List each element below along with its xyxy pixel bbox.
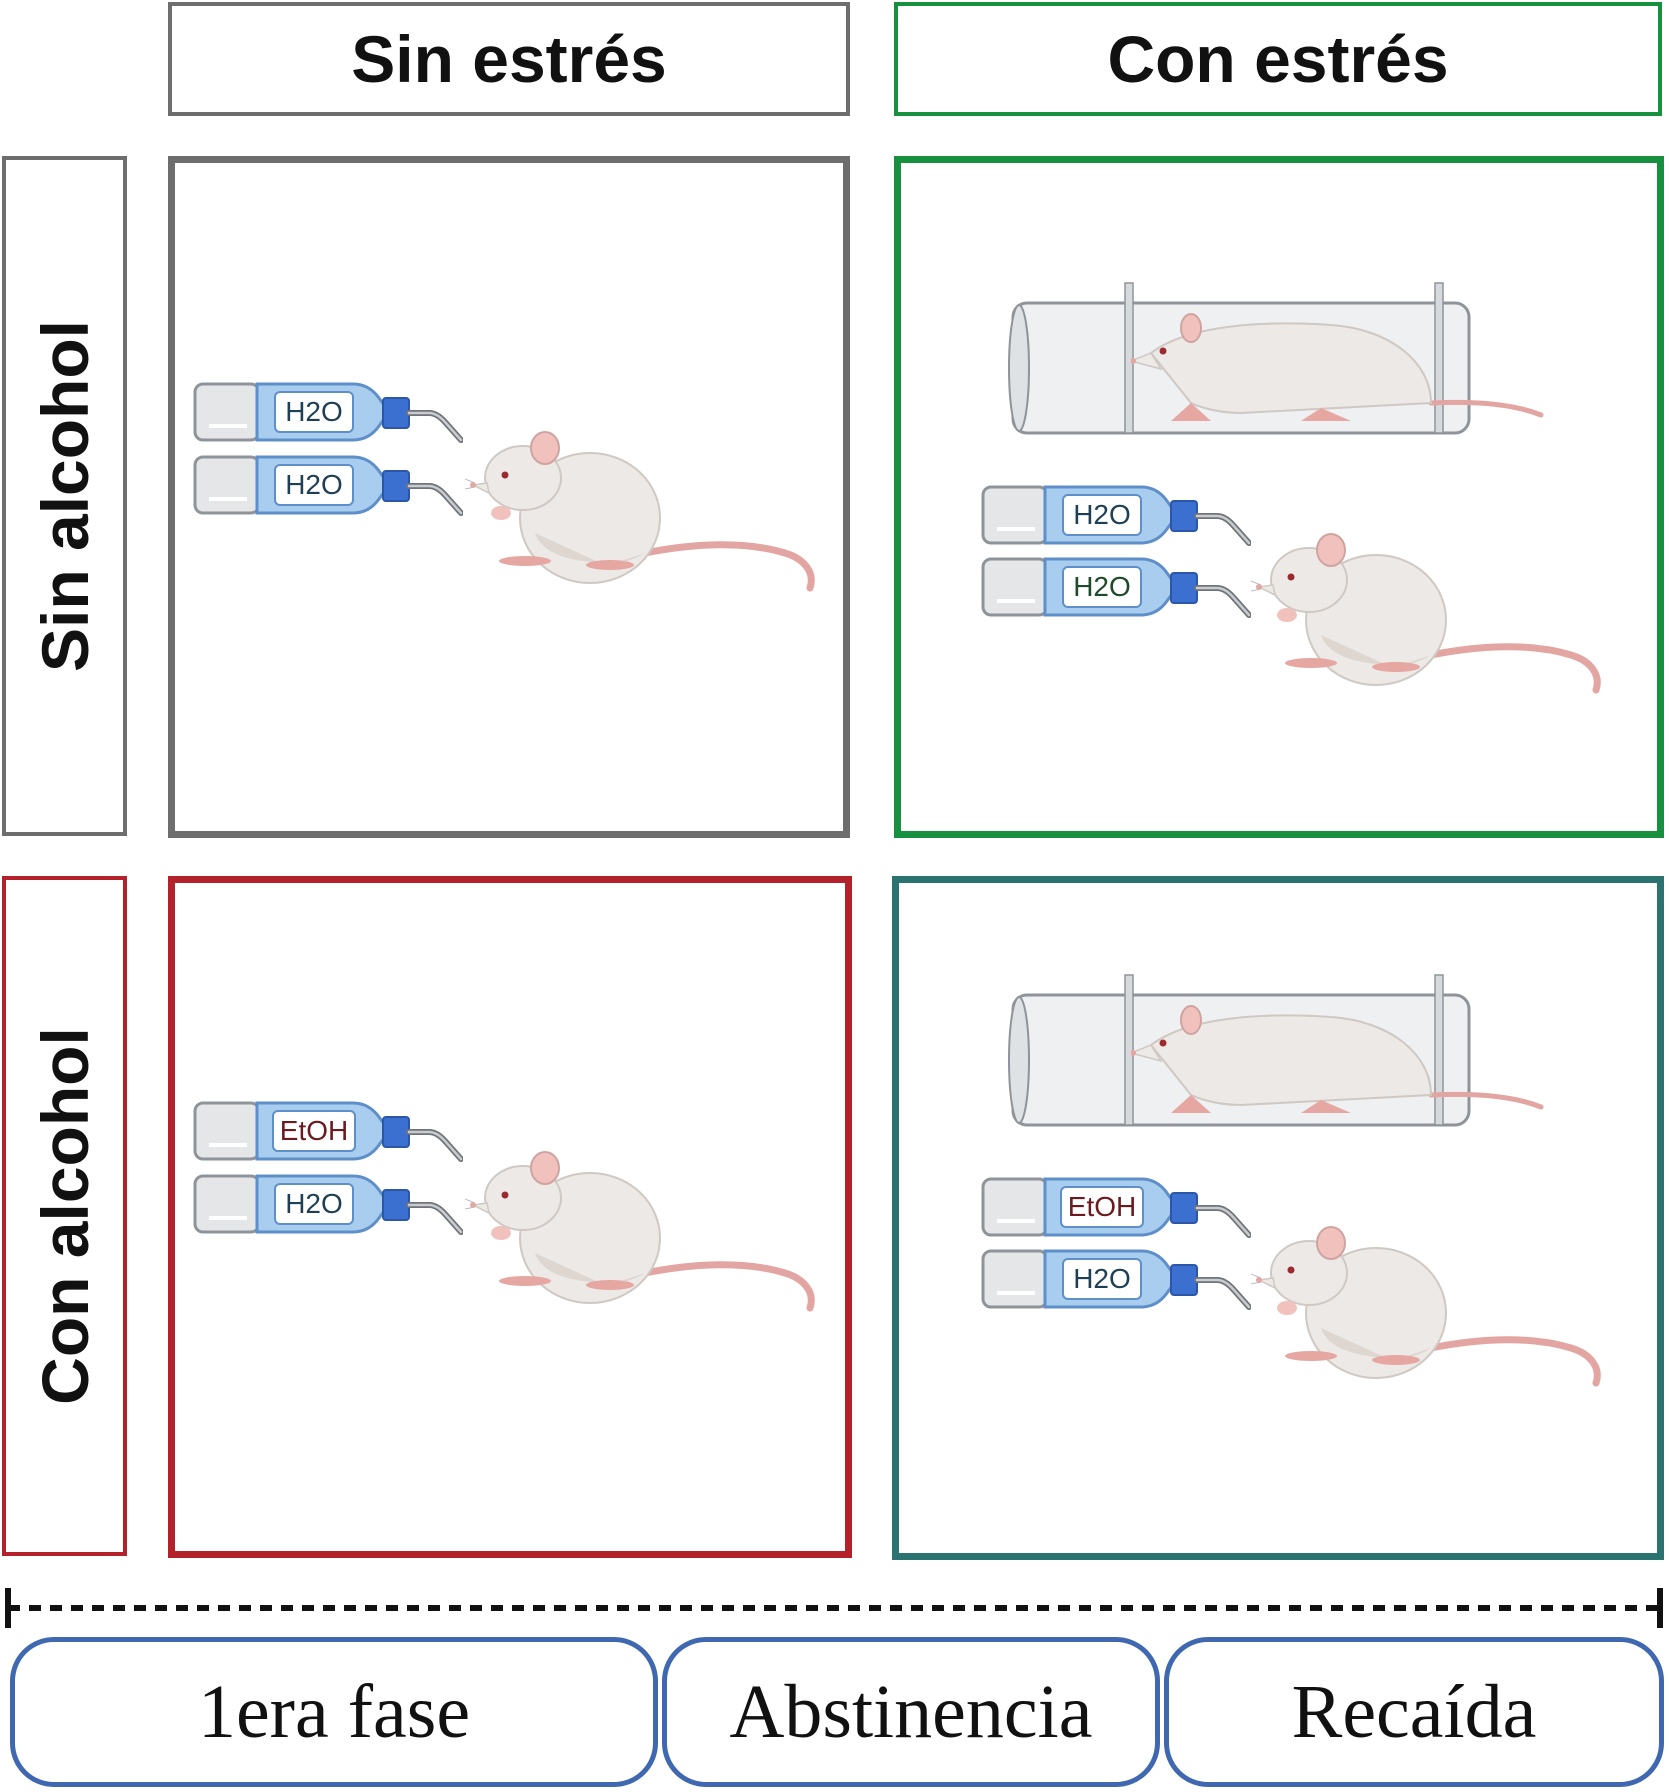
row-label-text: Sin alcohol xyxy=(27,319,102,673)
panel-sin-estres-con-alcohol: EtOH H2O xyxy=(168,876,852,1558)
mouse-icon xyxy=(455,432,811,588)
panel-con-estres-con-alcohol: EtOH H2O xyxy=(892,876,1664,1560)
column-header-con-estres: Con estrés xyxy=(894,2,1662,116)
mouse-icon xyxy=(1241,1227,1597,1383)
phase-label: 1era fase xyxy=(197,1669,471,1754)
bottle-label: H2O xyxy=(1073,1263,1131,1294)
panel-illustration: H2O H2O xyxy=(175,163,843,831)
water-bottle-icon: H2O xyxy=(195,384,461,440)
phase-1era-fase: 1era fase xyxy=(10,1637,658,1787)
restraint-tube-icon xyxy=(1008,974,1541,1127)
panel-con-estres-sin-alcohol: H2O H2O xyxy=(894,156,1664,838)
bottle-label: H2O xyxy=(1073,571,1131,602)
water-bottle-icon: H2O xyxy=(983,559,1249,615)
bottle-label: EtOH xyxy=(280,1115,348,1146)
water-bottle-icon: H2O xyxy=(983,487,1249,543)
panel-illustration: EtOH H2O xyxy=(899,974,1657,1553)
mouse-icon xyxy=(455,1152,811,1308)
rat-icon xyxy=(1130,1006,1541,1113)
water-bottle-icon: H2O xyxy=(983,1251,1249,1307)
row-label-sin-alcohol: Sin alcohol xyxy=(2,156,127,836)
bottle-label: H2O xyxy=(1073,499,1131,530)
column-header-sin-estres: Sin estrés xyxy=(168,2,850,116)
phase-label: Abstinencia xyxy=(729,1669,1093,1754)
mouse-icon xyxy=(1241,534,1597,690)
row-label-con-alcohol: Con alcohol xyxy=(2,876,127,1556)
timeline-line xyxy=(5,1588,1663,1628)
panel-sin-estres-sin-alcohol: H2O H2O xyxy=(168,156,850,838)
panel-illustration: EtOH H2O xyxy=(175,883,845,1551)
bottle-label: EtOH xyxy=(1068,1191,1136,1222)
panel-illustration: H2O H2O xyxy=(901,282,1657,831)
row-label-text: Con alcohol xyxy=(27,1027,102,1405)
bottle-label: H2O xyxy=(285,469,343,500)
column-header-label: Con estrés xyxy=(1107,22,1449,96)
water-bottle-icon: H2O xyxy=(195,1176,461,1232)
bottle-label: H2O xyxy=(285,1188,343,1219)
ethanol-bottle-icon: EtOH xyxy=(983,1179,1249,1235)
column-header-label: Sin estrés xyxy=(351,22,667,96)
ethanol-bottle-icon: EtOH xyxy=(195,1103,461,1159)
phase-label: Recaída xyxy=(1291,1669,1537,1754)
restraint-tube-icon xyxy=(1008,282,1541,435)
water-bottle-icon: H2O xyxy=(195,457,461,513)
bottle-label: H2O xyxy=(285,396,343,427)
rat-icon xyxy=(1130,314,1541,421)
phase-recaida: Recaída xyxy=(1164,1637,1664,1787)
phase-abstinencia: Abstinencia xyxy=(662,1637,1160,1787)
